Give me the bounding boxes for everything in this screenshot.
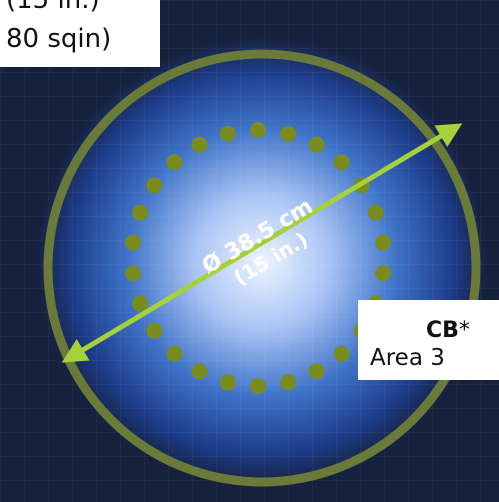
- ring-dot: [219, 374, 236, 391]
- right-label-title: CB*: [426, 318, 470, 343]
- ring-dot: [280, 374, 297, 391]
- top-left-label-line2: 80 sqin): [6, 24, 112, 54]
- ring-dot: [250, 378, 266, 394]
- ring-dot: [124, 265, 141, 282]
- ring-dot: [219, 125, 236, 142]
- ring-dot: [333, 154, 350, 171]
- ring-dot: [166, 154, 183, 171]
- ring-dot: [375, 234, 392, 251]
- ring-dot: [191, 363, 208, 380]
- top-left-label-box: (15 in.) 80 sqin): [0, 0, 160, 67]
- ring-dot: [280, 125, 297, 142]
- ring-dot: [308, 136, 325, 153]
- ring-dot: [250, 122, 266, 138]
- ring-dot: [132, 204, 149, 221]
- right-label-subtitle: Area 3: [370, 345, 445, 371]
- ring-dot: [124, 234, 141, 251]
- ring-dot: [333, 345, 350, 362]
- ring-dot: [308, 363, 325, 380]
- ring-dot: [146, 177, 163, 194]
- ring-dot: [367, 204, 384, 221]
- ring-dot: [132, 295, 149, 312]
- right-label-title-suffix: *: [458, 318, 470, 343]
- ring-dot: [375, 265, 392, 282]
- ring-dot: [146, 322, 163, 339]
- right-label-title-text: CB: [426, 318, 459, 343]
- right-label-box: CB* Area 3: [358, 300, 499, 380]
- outer-ring: [43, 49, 481, 487]
- diameter-arrow: [61, 123, 463, 363]
- ring-dot: [191, 136, 208, 153]
- top-left-label-line1: (15 in.): [6, 0, 100, 15]
- ring-dot: [166, 345, 183, 362]
